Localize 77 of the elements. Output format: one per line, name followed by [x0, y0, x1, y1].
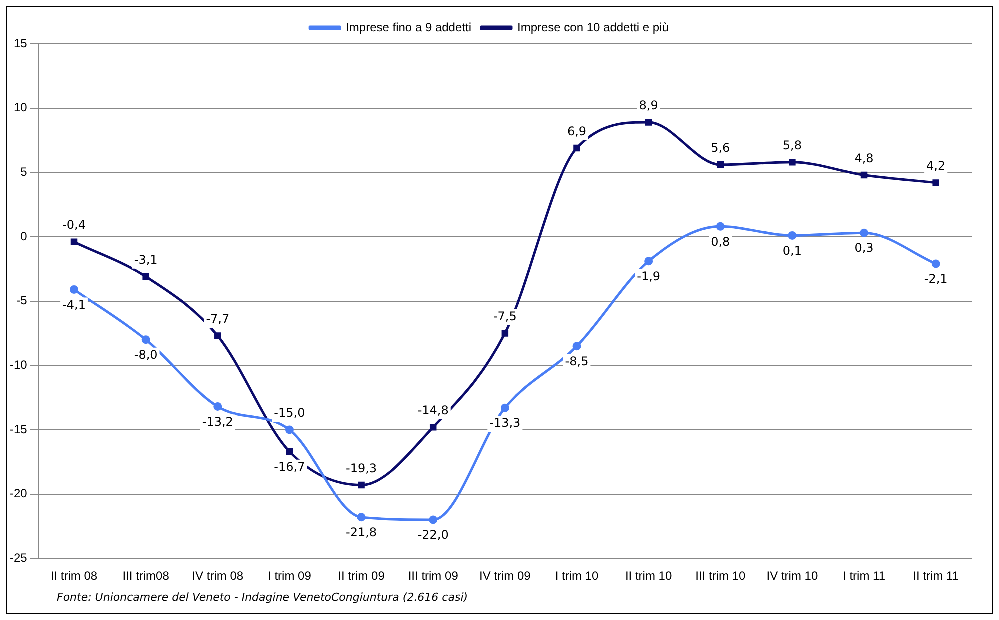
data-label: 0,8: [711, 234, 730, 249]
x-tick-label: IV trim 08: [192, 569, 244, 584]
y-tick-label: -20: [10, 486, 28, 501]
y-tick-label: 0: [20, 229, 28, 244]
data-label: -2,1: [924, 272, 948, 286]
point: [70, 285, 79, 294]
point: [644, 257, 654, 266]
point: [932, 180, 940, 186]
point: [860, 228, 869, 238]
point: [788, 231, 797, 240]
point: [574, 144, 580, 152]
x-tick-label: IV trim 10: [766, 569, 818, 584]
x-tick-label: II trim 08: [50, 569, 98, 584]
x-tick-label: I trim 10: [555, 569, 599, 584]
point: [716, 222, 725, 231]
point: [789, 158, 796, 166]
data-label: -14,8: [418, 404, 449, 418]
y-tick-label: -15: [10, 422, 28, 436]
point: [142, 336, 150, 344]
point: [214, 332, 222, 340]
y-tick-label: 15: [14, 36, 28, 50]
x-tick-label: I trim 11: [843, 569, 886, 584]
data-label: -13,3: [490, 416, 521, 430]
point: [932, 260, 940, 268]
data-label: -1,9: [637, 270, 661, 284]
x-tick-label: II trim 09: [338, 569, 386, 584]
data-label: 5,6: [711, 141, 730, 156]
data-label: -13,2: [202, 414, 234, 429]
y-tick-label: -10: [10, 358, 28, 372]
x-tick-label: III trim 10: [696, 569, 746, 584]
point: [430, 424, 437, 431]
source-note: Fonte: Unioncamere del Veneto - Indagine VenetoCongiuntura (2.616 casi): [57, 591, 468, 604]
point: [429, 516, 438, 524]
data-label: -7,7: [206, 312, 230, 326]
point: [286, 448, 294, 456]
legend-label: Imprese con 10 addetti e più: [517, 20, 669, 34]
data-label: 6,9: [567, 124, 587, 138]
data-label: -16,7: [274, 460, 306, 474]
data-label: -4,1: [62, 298, 86, 312]
data-label: -8,0: [134, 348, 158, 362]
data-label: -0,4: [62, 218, 86, 232]
point: [357, 513, 366, 522]
point: [645, 119, 652, 126]
x-tick-label: II trim 11: [913, 569, 960, 584]
y-tick-label: 5: [20, 164, 28, 179]
data-label: -21,8: [346, 526, 378, 540]
data-label: 0,3: [854, 241, 874, 256]
data-label: -22,0: [418, 528, 449, 542]
y-tick-label: -25: [10, 550, 28, 565]
x-tick-label: I trim 09: [268, 569, 312, 584]
data-label: 4,2: [926, 159, 946, 174]
data-label: 0,1: [782, 244, 802, 258]
x-tick-label: III trim08: [122, 569, 170, 584]
x-tick-label: II trim 10: [625, 569, 672, 584]
x-tick-label: IV trim 09: [479, 569, 532, 584]
point: [285, 426, 294, 434]
point: [572, 342, 582, 351]
point: [142, 273, 150, 280]
data-label: -19,3: [346, 461, 378, 476]
data-label: -15,0: [274, 406, 306, 420]
point: [860, 172, 868, 179]
point: [70, 238, 78, 246]
point: [358, 482, 365, 489]
y-tick-label: 10: [14, 100, 28, 115]
y-tick-label: -5: [16, 294, 28, 308]
point: [214, 402, 222, 412]
data-label: 5,8: [782, 138, 802, 152]
x-tick-label: III trim 09: [408, 569, 459, 584]
point: [500, 404, 510, 412]
data-label: -3,1: [134, 252, 158, 267]
legend-label: Imprese fino a 9 addetti: [346, 20, 472, 34]
data-label: -7,5: [493, 310, 517, 324]
point: [502, 330, 509, 337]
data-label: 8,9: [639, 98, 658, 113]
data-label: 4,8: [854, 151, 874, 166]
point: [717, 162, 724, 168]
data-label: -8,5: [565, 354, 589, 368]
